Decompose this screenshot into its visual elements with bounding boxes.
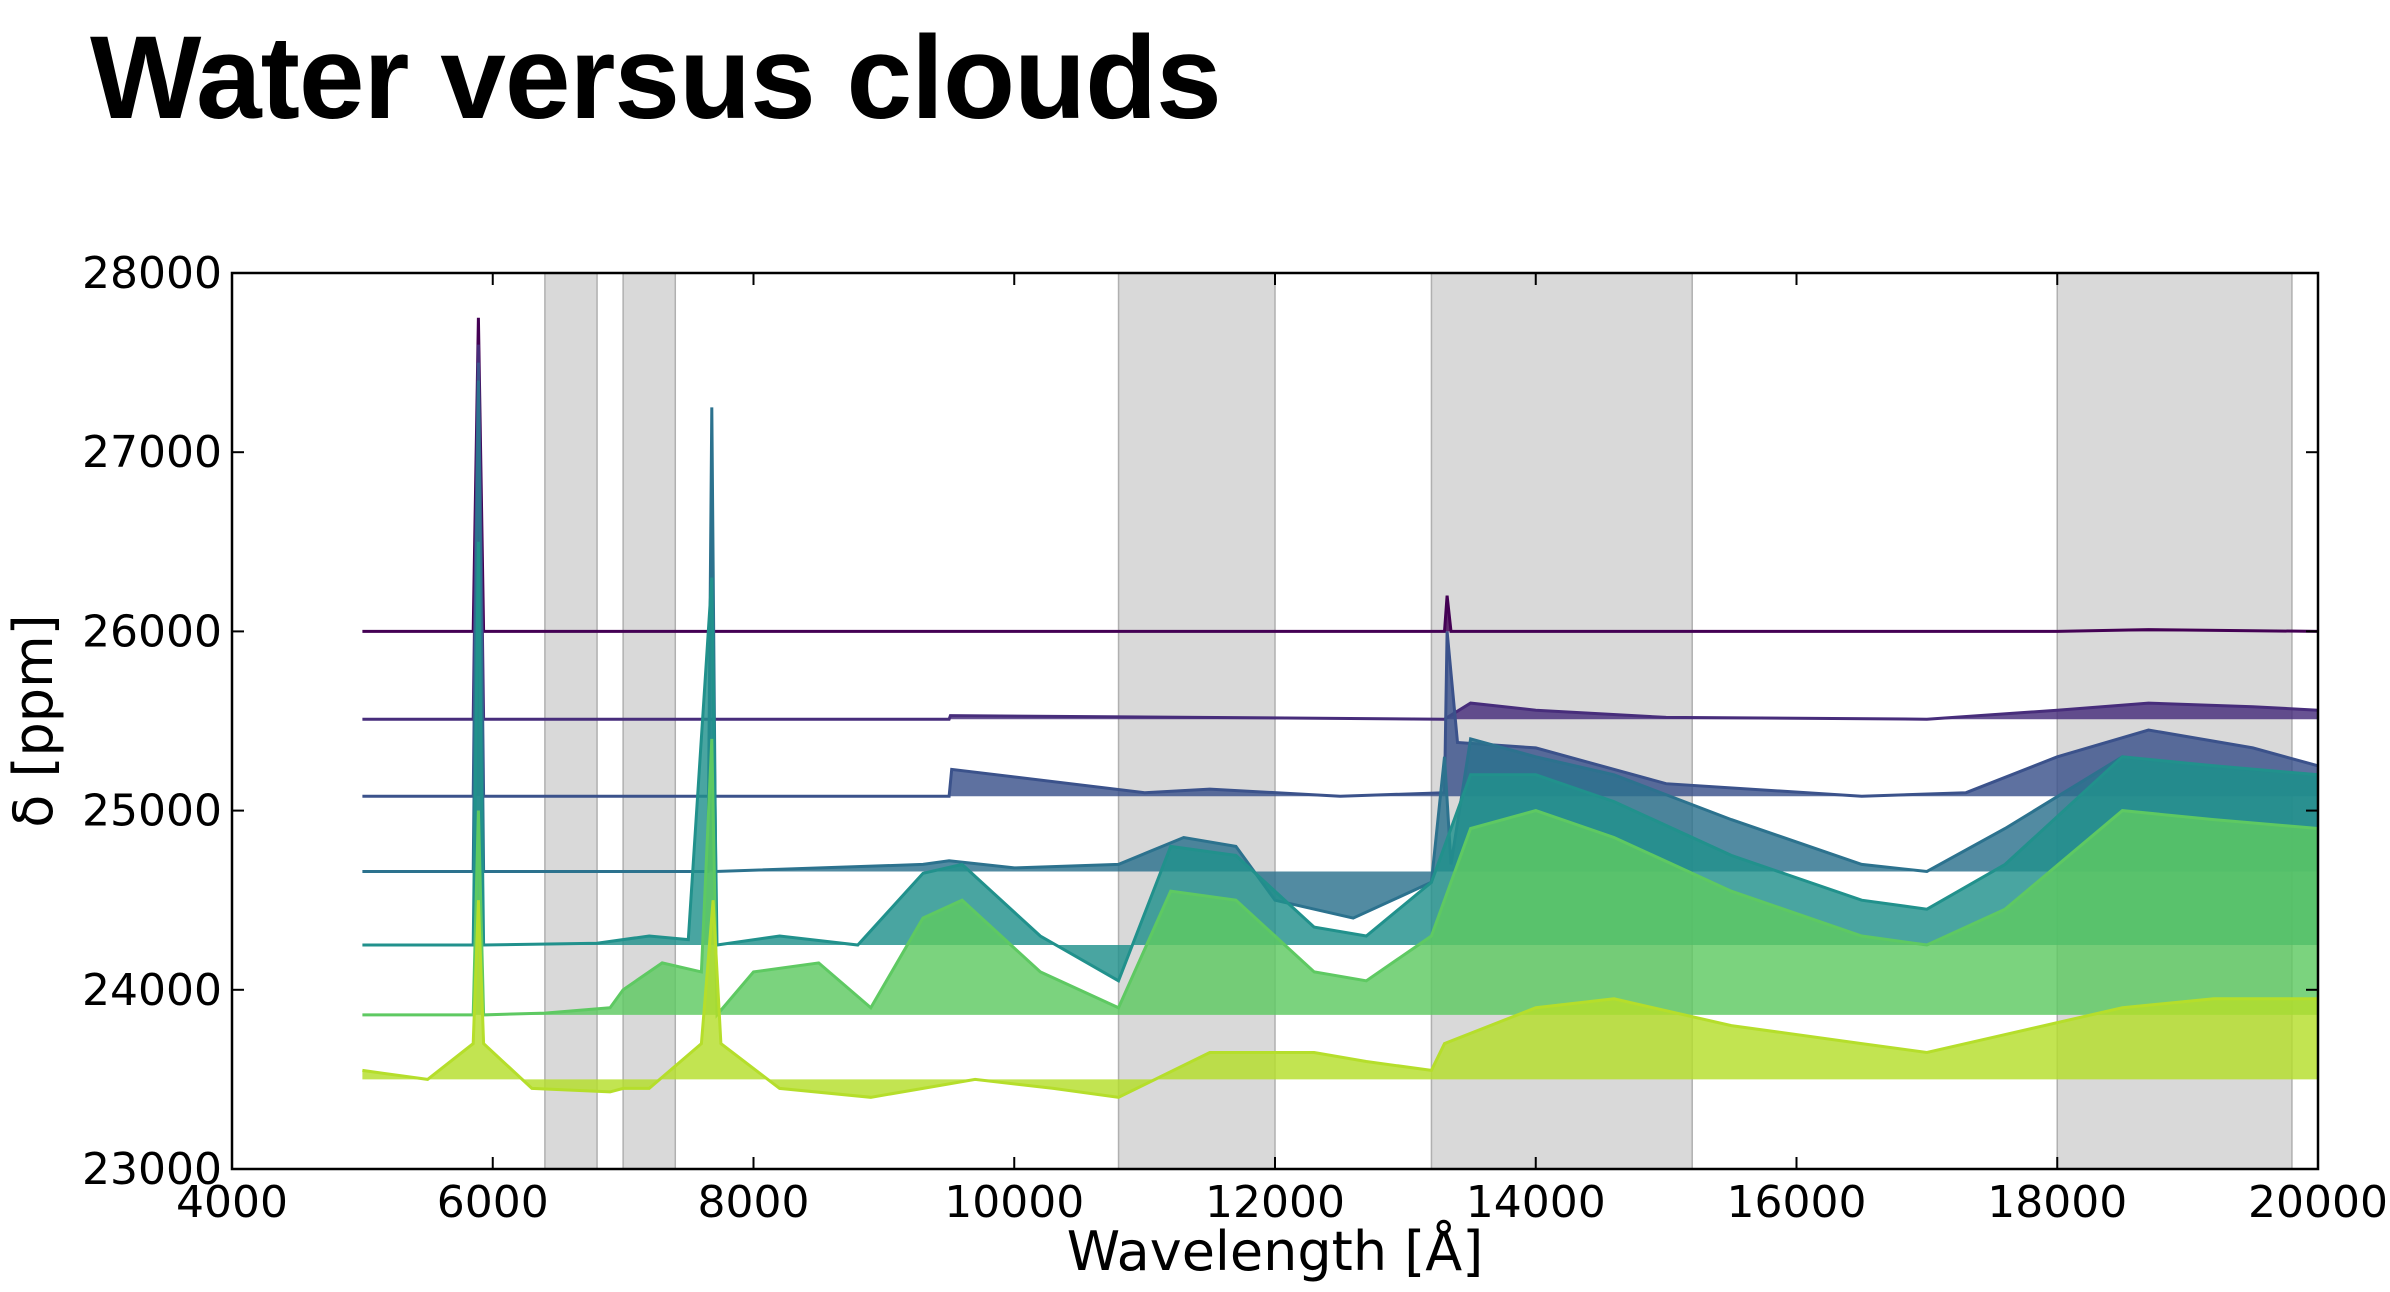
y-tick-label: 27000	[82, 427, 222, 478]
series-3-fill	[362, 362, 2318, 797]
y-tick-label: 24000	[82, 965, 222, 1016]
shaded-region-1	[544, 272, 598, 1170]
shaded-region-2	[622, 272, 677, 1170]
series-3-line	[362, 362, 2319, 798]
x-tick-label: 16000	[1727, 1177, 1867, 1228]
x-tick-label: 12000	[1205, 1177, 1345, 1228]
x-axis-label: Wavelength [Å]	[1067, 1219, 1484, 1283]
x-tick-label: 20000	[2248, 1177, 2388, 1228]
y-tick-label: 28000	[82, 248, 222, 299]
x-tick-label: 4000	[176, 1177, 288, 1228]
x-tick-label: 10000	[944, 1177, 1084, 1228]
series-6-line	[362, 738, 2319, 1019]
page-title: Water versus clouds	[90, 12, 1222, 144]
series-5-line	[362, 541, 2319, 983]
y-tick-label: 25000	[82, 786, 222, 837]
x-tick-label: 18000	[1987, 1177, 2127, 1228]
series-3	[362, 362, 2319, 798]
series-group	[362, 317, 2319, 1099]
x-tick-label: 6000	[437, 1177, 549, 1228]
series-7-line	[362, 900, 2318, 1099]
shaded-regions	[544, 272, 2293, 1170]
shaded-region-3	[1117, 272, 1276, 1170]
series-6	[362, 738, 2319, 1019]
y-tick-label: 26000	[82, 606, 222, 657]
series-7-fill	[362, 900, 2318, 1098]
series-7	[362, 900, 2318, 1099]
y-tick-label: 23000	[82, 1144, 222, 1195]
y-axis-label: δ [ppm]	[2, 614, 65, 828]
x-tick-label: 14000	[1466, 1177, 1606, 1228]
x-tick-label: 8000	[698, 1177, 810, 1228]
axis-ticks: 4000 6000 8000 10000 12000 14000 16000 18000 200…	[82, 248, 2388, 1228]
series-6-fill	[362, 738, 2318, 1015]
